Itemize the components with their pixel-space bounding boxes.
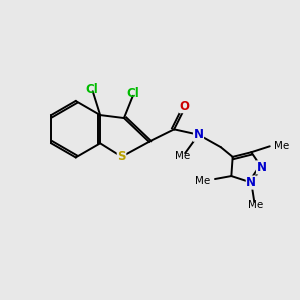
Text: Me: Me [274,141,289,151]
Text: S: S [117,150,126,163]
Text: Cl: Cl [86,83,98,96]
Text: N: N [256,161,266,174]
Text: Me: Me [248,200,263,210]
Text: Cl: Cl [127,87,139,100]
Text: Me: Me [195,176,211,185]
Text: N: N [246,176,256,189]
Text: O: O [180,100,190,113]
Text: Me: Me [175,151,190,161]
Text: N: N [194,128,203,141]
